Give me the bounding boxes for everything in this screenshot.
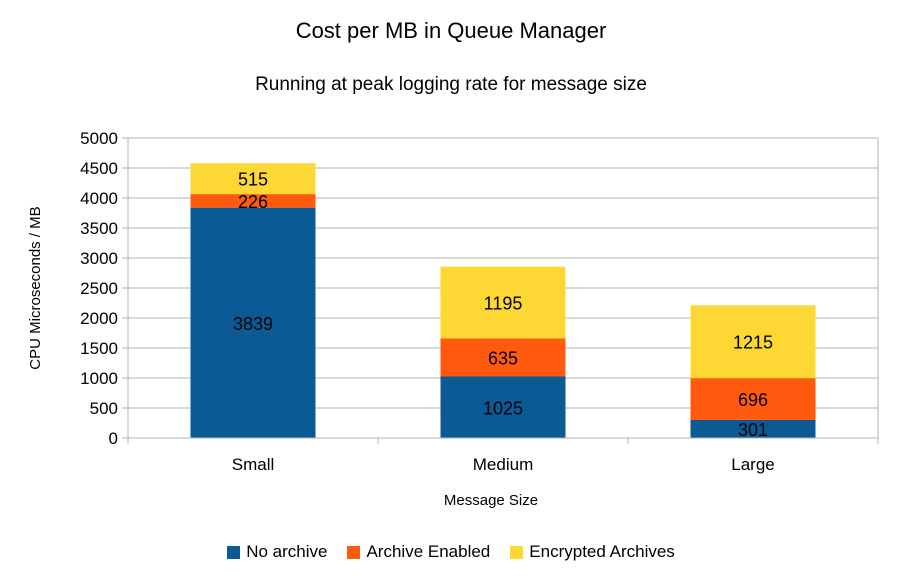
y-tick-label: 3500 — [80, 219, 118, 238]
legend-item: No archive — [227, 542, 327, 562]
y-axis-title: CPU Microseconds / MB — [27, 206, 44, 369]
data-label: 696 — [738, 390, 768, 410]
legend-item: Archive Enabled — [347, 542, 490, 562]
y-tick-label: 3000 — [80, 249, 118, 268]
bar-segment — [440, 338, 566, 377]
data-label: 301 — [738, 420, 768, 440]
bar-segment — [690, 378, 816, 420]
data-label: 635 — [488, 348, 518, 368]
legend-swatch — [510, 545, 524, 559]
y-tick-label: 2000 — [80, 309, 118, 328]
data-label: 226 — [238, 192, 268, 212]
y-tick-label: 0 — [109, 429, 118, 448]
legend-label: Encrypted Archives — [529, 542, 675, 561]
y-tick-label: 5000 — [80, 129, 118, 148]
data-label: 3839 — [233, 314, 273, 334]
x-tick-label: Large — [731, 455, 774, 474]
data-label: 1025 — [483, 398, 523, 418]
x-tick-label: Medium — [473, 455, 533, 474]
chart-title: Cost per MB in Queue Manager — [295, 18, 607, 43]
y-tick-label: 4000 — [80, 189, 118, 208]
legend-swatch — [347, 545, 361, 559]
bar-segment — [690, 305, 816, 379]
y-tick-label: 4500 — [80, 159, 118, 178]
bar-segment — [190, 163, 316, 195]
bar-segment — [190, 207, 316, 438]
bar-segment — [440, 266, 566, 339]
legend-label: No archive — [246, 542, 328, 561]
bar-segment — [190, 194, 316, 208]
chart-legend: No archive Archive Enabled Encrypted Archi… — [0, 542, 902, 562]
legend-swatch — [227, 545, 241, 559]
data-label: 515 — [238, 170, 268, 190]
chart-subtitle: Running at peak logging rate for message… — [255, 74, 647, 95]
bar-segment — [440, 376, 566, 438]
y-tick-label: 500 — [90, 399, 118, 418]
data-label: 1215 — [733, 333, 773, 353]
x-axis-title: Message Size — [444, 492, 538, 509]
legend-label: Archive Enabled — [366, 542, 491, 561]
y-tick-label: 1000 — [80, 369, 118, 388]
bar-segment — [690, 419, 816, 438]
y-tick-label: 1500 — [80, 339, 118, 358]
y-tick-label: 2500 — [80, 279, 118, 298]
legend-item: Encrypted Archives — [510, 542, 675, 562]
x-tick-label: Small — [232, 455, 275, 474]
data-label: 1195 — [484, 294, 523, 314]
